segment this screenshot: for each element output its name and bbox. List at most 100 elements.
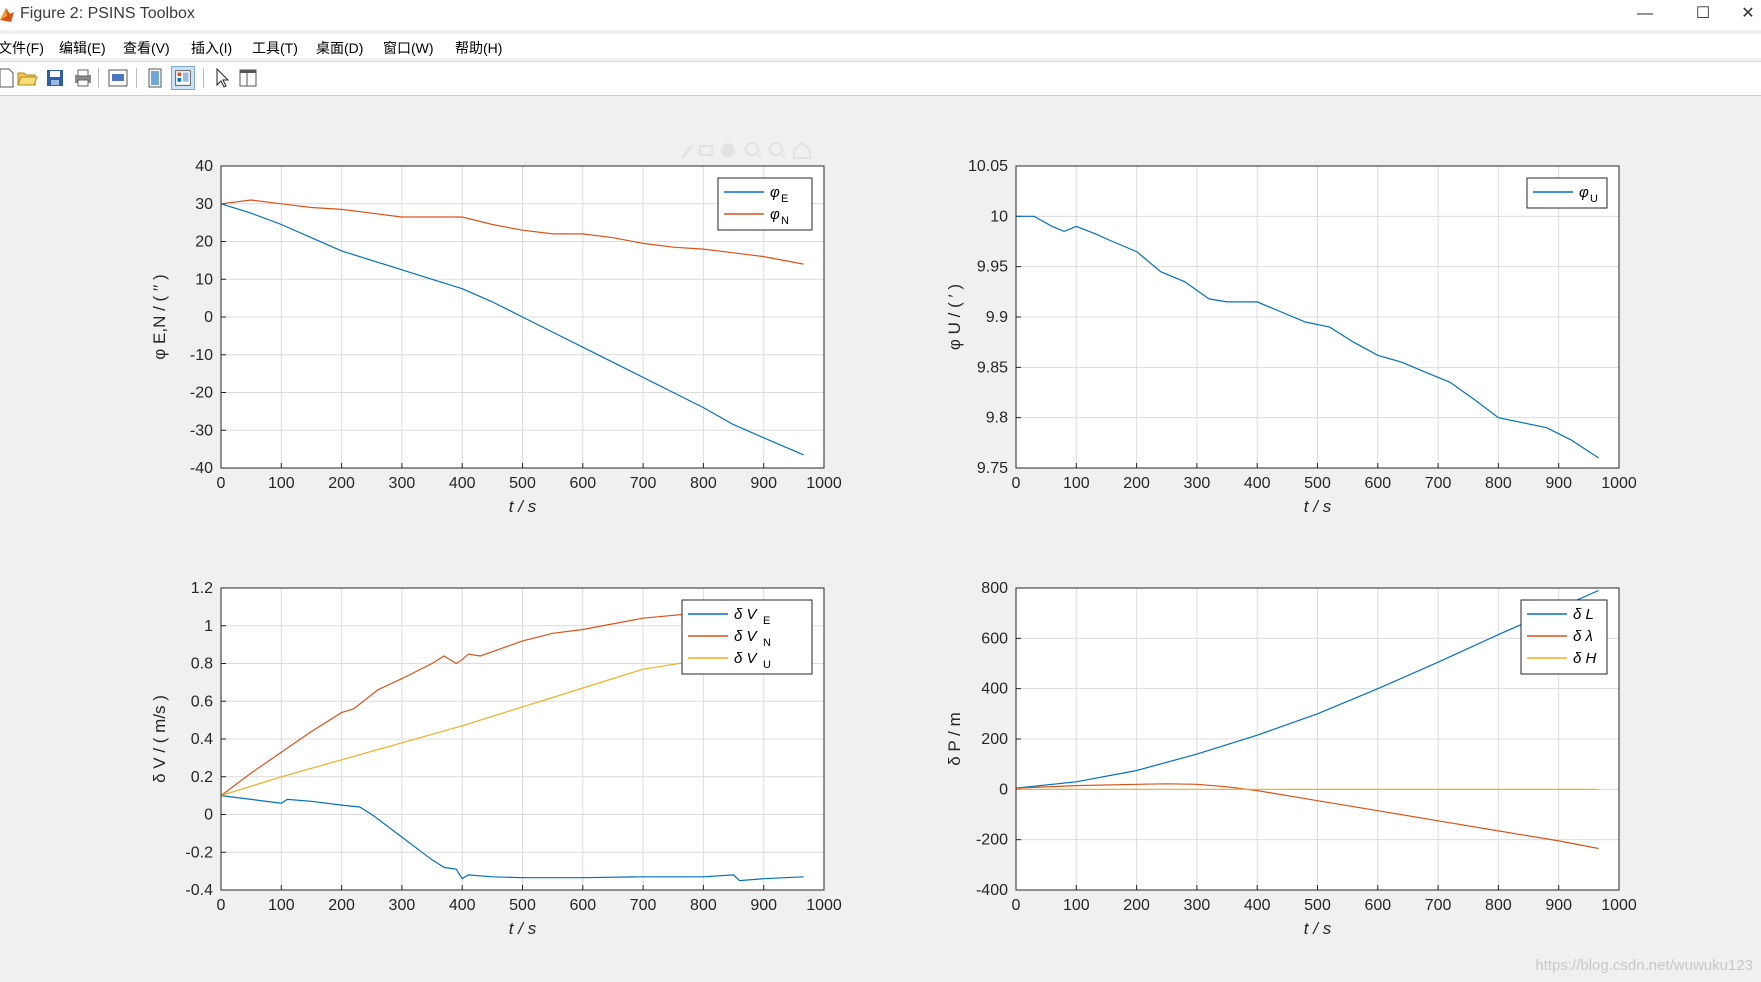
x-tick-label: 600: [569, 475, 596, 492]
legend-entry: δ V: [734, 606, 759, 623]
x-tick-label: 400: [1244, 475, 1271, 492]
x-tick-label: 500: [509, 897, 536, 914]
y-axis-label: δ V / ( m/s ): [150, 695, 169, 783]
hide-plot-tools-icon[interactable]: [143, 66, 167, 90]
menu-view[interactable]: 查看(V): [123, 40, 170, 56]
new-figure-icon[interactable]: [0, 66, 18, 90]
menu-bar: 文件(F) 编辑(E) 查看(V) 插入(I) 工具(T) 桌面(D) 窗口(W…: [0, 34, 1761, 58]
minimize-button[interactable]: —: [1637, 5, 1653, 22]
open-file-icon[interactable]: [15, 66, 39, 90]
zoom-in-icon[interactable]: [745, 142, 762, 159]
x-tick-label: 300: [389, 475, 416, 492]
x-tick-label: 500: [1304, 475, 1331, 492]
y-tick-label: 800: [981, 580, 1008, 597]
x-tick-label: 0: [1012, 897, 1021, 914]
legend-entry: δ V: [734, 650, 759, 667]
y-tick-label: -0.4: [185, 882, 213, 899]
legend-entry: φ: [1579, 184, 1589, 201]
toolbar-separator: [203, 68, 204, 88]
x-tick-label: 900: [750, 475, 777, 492]
watermark: https://blog.csdn.net/wuwuku123: [1535, 957, 1753, 974]
series-line-δλ: [1015, 783, 1599, 850]
legend-box: [1526, 177, 1608, 209]
axes-toolbar: [681, 141, 811, 159]
y-tick-label: 10: [195, 271, 213, 288]
y-tick-label: -30: [190, 422, 213, 439]
x-tick-label: 700: [630, 475, 657, 492]
x-tick-label: 300: [1184, 475, 1211, 492]
show-plot-tools-icon[interactable]: [171, 66, 195, 90]
legend-entry-subscript: U: [1590, 193, 1598, 205]
series-line-δL: [1015, 589, 1599, 789]
x-axis-label: t / s: [1304, 919, 1332, 938]
y-tick-label: 1.2: [191, 580, 213, 597]
x-tick-label: 900: [1545, 897, 1572, 914]
print-icon[interactable]: [71, 66, 95, 90]
x-tick-label: 900: [750, 897, 777, 914]
y-tick-label: 1: [204, 618, 213, 635]
x-tick-label: 0: [217, 475, 226, 492]
menu-help[interactable]: 帮助(H): [455, 40, 503, 56]
x-tick-label: 1000: [1601, 897, 1637, 914]
y-tick-label: -40: [190, 460, 213, 477]
property-inspector-icon[interactable]: [236, 66, 260, 90]
y-tick-label: 600: [981, 630, 1008, 647]
x-tick-label: 0: [1012, 475, 1021, 492]
subplot-attitude-error-en: 0 100 200 300 400 500 600 700 800 900 100040302010…: [150, 158, 842, 516]
legend-entry: φ: [770, 184, 780, 201]
axes-box: [220, 587, 825, 891]
x-tick-label: 700: [1425, 475, 1452, 492]
close-button[interactable]: ✕: [1741, 5, 1755, 22]
legend-box: [717, 177, 813, 231]
menu-file[interactable]: 文件(F): [0, 40, 44, 56]
zoom-out-icon[interactable]: [769, 142, 786, 159]
y-tick-label: 9.95: [977, 259, 1008, 276]
series-line-φE: [220, 203, 804, 456]
y-tick-label: 10.05: [968, 158, 1008, 175]
legend-entry: δ H: [1573, 650, 1597, 667]
legend-entry: δ V: [734, 628, 759, 645]
legend-box: [1520, 599, 1608, 675]
x-tick-label: 500: [1304, 897, 1331, 914]
edit-plot-icon[interactable]: [210, 66, 234, 90]
y-tick-label: 9.9: [986, 309, 1008, 326]
legend-entry-subscript: U: [763, 659, 771, 671]
menu-desktop[interactable]: 桌面(D): [316, 40, 364, 56]
menu-edit[interactable]: 编辑(E): [59, 40, 106, 56]
menu-insert[interactable]: 插入(I): [191, 40, 233, 56]
x-tick-label: 100: [268, 475, 295, 492]
data-tips-icon[interactable]: [699, 145, 713, 156]
brush-icon[interactable]: [681, 145, 693, 159]
x-tick-label: 700: [1425, 897, 1452, 914]
save-icon[interactable]: [43, 66, 67, 90]
x-tick-label: 400: [449, 897, 476, 914]
y-tick-label: 0: [999, 781, 1008, 798]
menu-tools[interactable]: 工具(T): [252, 40, 298, 56]
x-tick-label: 1000: [1601, 475, 1637, 492]
y-tick-label: 30: [195, 196, 213, 213]
pan-icon[interactable]: [721, 143, 735, 157]
y-tick-label: 9.8: [986, 410, 1008, 427]
x-tick-label: 800: [1485, 897, 1512, 914]
x-axis-label: t / s: [1304, 497, 1332, 516]
legend-entry-subscript: N: [781, 215, 789, 227]
y-tick-label: 0.8: [191, 656, 213, 673]
matlab-logo-icon: [0, 8, 14, 22]
y-tick-label: -20: [190, 385, 213, 402]
subplot-position-error: 0 100 200 300 400 500 600 700 800 900 1000 800 600 40…: [945, 580, 1637, 938]
x-tick-label: 400: [1244, 897, 1271, 914]
x-axis-label: t / s: [509, 497, 537, 516]
subplot-attitude-error-u: 0 100 200 300 400 500 600 700 800 900 1000 10.05 10 9…: [945, 158, 1637, 516]
x-tick-label: 800: [690, 475, 717, 492]
series-line-δVE: [220, 795, 804, 882]
menu-window[interactable]: 窗口(W): [383, 40, 434, 56]
home-icon[interactable]: [793, 141, 811, 159]
legend-entry-subscript: N: [763, 637, 771, 649]
x-tick-label: 200: [1123, 897, 1150, 914]
y-tick-label: 0: [204, 309, 213, 326]
print-preview-icon[interactable]: [106, 66, 130, 90]
y-tick-label: 10: [990, 208, 1008, 225]
y-tick-label: 200: [981, 731, 1008, 748]
maximize-button[interactable]: ☐: [1695, 5, 1711, 22]
y-tick-label: 0.4: [191, 731, 213, 748]
